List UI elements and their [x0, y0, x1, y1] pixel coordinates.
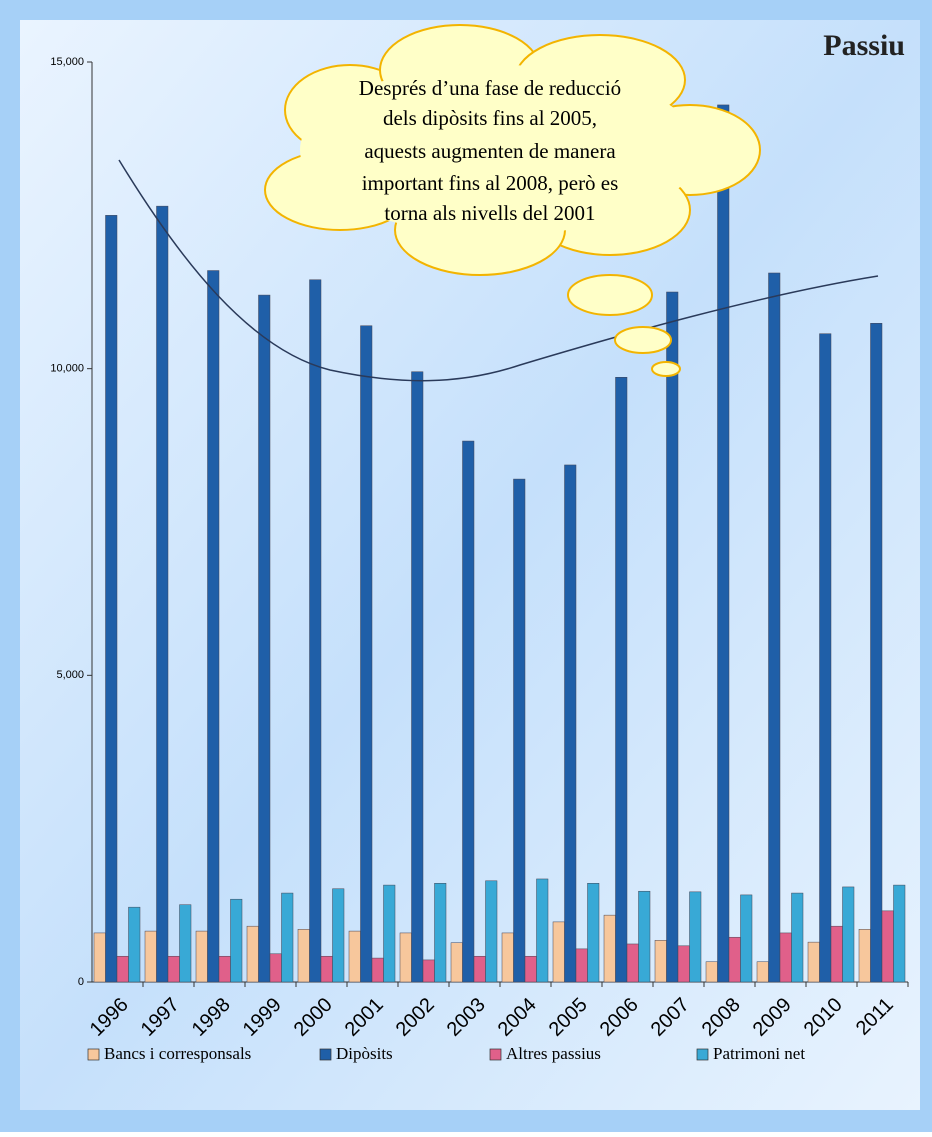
bar: [654, 940, 667, 983]
bar: [156, 205, 169, 983]
bar: [830, 925, 843, 983]
bar: [105, 215, 118, 983]
bar: [791, 892, 804, 983]
bar: [167, 955, 180, 983]
bar: [677, 945, 690, 983]
bar: [230, 898, 243, 983]
bar: [473, 955, 486, 983]
bar: [524, 955, 537, 983]
bar: [626, 943, 639, 983]
bar: [411, 371, 424, 983]
annotation: dels dipòsits fins al 2005,: [383, 106, 597, 130]
bar: [422, 959, 435, 983]
bar: [462, 440, 475, 983]
legend-label: Patrimoni net: [713, 1044, 805, 1063]
bar: [615, 377, 628, 983]
bar: [246, 925, 259, 983]
legend-label: Dipòsits: [336, 1044, 393, 1063]
legend-label: Bancs i corresponsals: [104, 1044, 251, 1063]
bar: [717, 104, 730, 983]
bar: [819, 333, 832, 983]
bar: [297, 929, 310, 983]
bar: [144, 930, 157, 983]
bar: [603, 914, 616, 983]
bar: [552, 921, 565, 983]
bar: [450, 942, 463, 983]
bar: [434, 883, 447, 983]
bar: [128, 906, 141, 983]
bar: [842, 886, 855, 983]
bar: [501, 932, 514, 983]
trend-line: [118, 159, 879, 382]
bar: [870, 323, 883, 983]
annotation: aquests augmenten de manera: [364, 139, 616, 163]
bar: [513, 478, 526, 983]
chart-title: Passiu: [823, 29, 905, 62]
bar: [740, 894, 753, 983]
legend-swatch: [696, 1048, 709, 1061]
bar: [564, 464, 577, 983]
bar: [728, 936, 741, 983]
bar: [116, 955, 129, 983]
bar: [705, 961, 718, 983]
bar: [207, 270, 220, 983]
bar: [179, 904, 192, 983]
bar: [399, 932, 412, 983]
bar: [587, 883, 600, 983]
bar: [575, 948, 588, 983]
legend-swatch: [319, 1048, 332, 1061]
legend-label: Altres passius: [506, 1044, 601, 1063]
bar: [309, 279, 322, 983]
bar: [258, 294, 271, 983]
bar: [371, 957, 384, 983]
y-tick-label: 15,000: [50, 56, 84, 68]
y-tick-label: 0: [78, 976, 84, 988]
bar: [360, 325, 373, 983]
bar: [807, 941, 820, 983]
bar: [348, 930, 361, 983]
bar: [383, 884, 396, 983]
bar: [638, 890, 651, 983]
y-tick-label: 10,000: [50, 363, 84, 375]
y-tick-label: 5,000: [56, 669, 84, 681]
legend-swatch: [489, 1048, 502, 1061]
bar: [768, 272, 781, 983]
bar: [881, 910, 894, 983]
bar: [93, 932, 106, 983]
legend-swatch: [87, 1048, 100, 1061]
bar: [195, 930, 208, 983]
bar: [281, 892, 294, 983]
annotation: important fins al 2008, però es: [362, 171, 619, 195]
cloud: [264, 24, 761, 377]
bar: [320, 955, 333, 983]
bar: [332, 888, 345, 983]
bar: [485, 880, 498, 983]
bar: [858, 929, 871, 983]
bar: [756, 961, 769, 983]
bar: [779, 932, 792, 983]
bar: [269, 953, 282, 983]
bar: [893, 884, 906, 983]
bar: [689, 891, 702, 983]
bar: [536, 878, 549, 983]
bar: [218, 955, 231, 983]
bar: [666, 291, 679, 983]
annotation: torna als nivells del 2001: [384, 201, 595, 225]
annotation: Després d’una fase de reducció: [359, 76, 621, 100]
